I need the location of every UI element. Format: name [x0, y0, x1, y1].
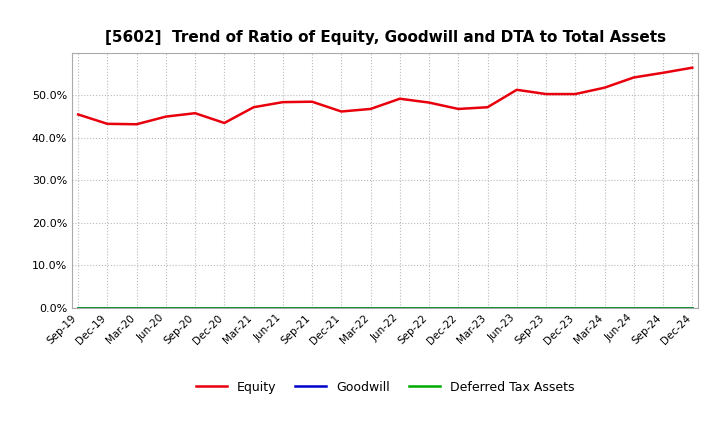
- Deferred Tax Assets: [659, 305, 667, 311]
- Equity: [307, 99, 316, 104]
- Deferred Tax Assets: [395, 305, 404, 311]
- Equity: [600, 85, 609, 90]
- Deferred Tax Assets: [191, 305, 199, 311]
- Equity: [191, 110, 199, 116]
- Goodwill: [307, 305, 316, 311]
- Equity: [220, 120, 229, 126]
- Equity: [395, 96, 404, 101]
- Goodwill: [279, 305, 287, 311]
- Goodwill: [395, 305, 404, 311]
- Goodwill: [425, 305, 433, 311]
- Deferred Tax Assets: [103, 305, 112, 311]
- Deferred Tax Assets: [337, 305, 346, 311]
- Equity: [279, 99, 287, 105]
- Equity: [337, 109, 346, 114]
- Deferred Tax Assets: [307, 305, 316, 311]
- Deferred Tax Assets: [513, 305, 521, 311]
- Title: [5602]  Trend of Ratio of Equity, Goodwill and DTA to Total Assets: [5602] Trend of Ratio of Equity, Goodwil…: [104, 29, 666, 45]
- Deferred Tax Assets: [688, 305, 696, 311]
- Goodwill: [220, 305, 229, 311]
- Goodwill: [571, 305, 580, 311]
- Goodwill: [454, 305, 463, 311]
- Goodwill: [688, 305, 696, 311]
- Line: Equity: Equity: [78, 68, 692, 124]
- Equity: [571, 92, 580, 97]
- Deferred Tax Assets: [483, 305, 492, 311]
- Equity: [161, 114, 170, 119]
- Goodwill: [483, 305, 492, 311]
- Deferred Tax Assets: [132, 305, 141, 311]
- Goodwill: [600, 305, 609, 311]
- Deferred Tax Assets: [279, 305, 287, 311]
- Goodwill: [629, 305, 638, 311]
- Deferred Tax Assets: [74, 305, 83, 311]
- Goodwill: [541, 305, 550, 311]
- Deferred Tax Assets: [220, 305, 229, 311]
- Goodwill: [337, 305, 346, 311]
- Deferred Tax Assets: [571, 305, 580, 311]
- Deferred Tax Assets: [600, 305, 609, 311]
- Deferred Tax Assets: [161, 305, 170, 311]
- Goodwill: [659, 305, 667, 311]
- Deferred Tax Assets: [541, 305, 550, 311]
- Deferred Tax Assets: [454, 305, 463, 311]
- Equity: [629, 75, 638, 80]
- Goodwill: [132, 305, 141, 311]
- Equity: [425, 100, 433, 105]
- Goodwill: [513, 305, 521, 311]
- Deferred Tax Assets: [425, 305, 433, 311]
- Equity: [249, 105, 258, 110]
- Goodwill: [103, 305, 112, 311]
- Goodwill: [191, 305, 199, 311]
- Equity: [513, 87, 521, 92]
- Deferred Tax Assets: [249, 305, 258, 311]
- Goodwill: [161, 305, 170, 311]
- Deferred Tax Assets: [366, 305, 375, 311]
- Goodwill: [249, 305, 258, 311]
- Goodwill: [74, 305, 83, 311]
- Equity: [454, 106, 463, 112]
- Equity: [132, 121, 141, 127]
- Goodwill: [366, 305, 375, 311]
- Equity: [659, 70, 667, 75]
- Equity: [366, 106, 375, 112]
- Equity: [74, 112, 83, 117]
- Legend: Equity, Goodwill, Deferred Tax Assets: Equity, Goodwill, Deferred Tax Assets: [191, 376, 580, 399]
- Deferred Tax Assets: [629, 305, 638, 311]
- Equity: [541, 92, 550, 97]
- Equity: [688, 65, 696, 70]
- Equity: [103, 121, 112, 126]
- Equity: [483, 105, 492, 110]
